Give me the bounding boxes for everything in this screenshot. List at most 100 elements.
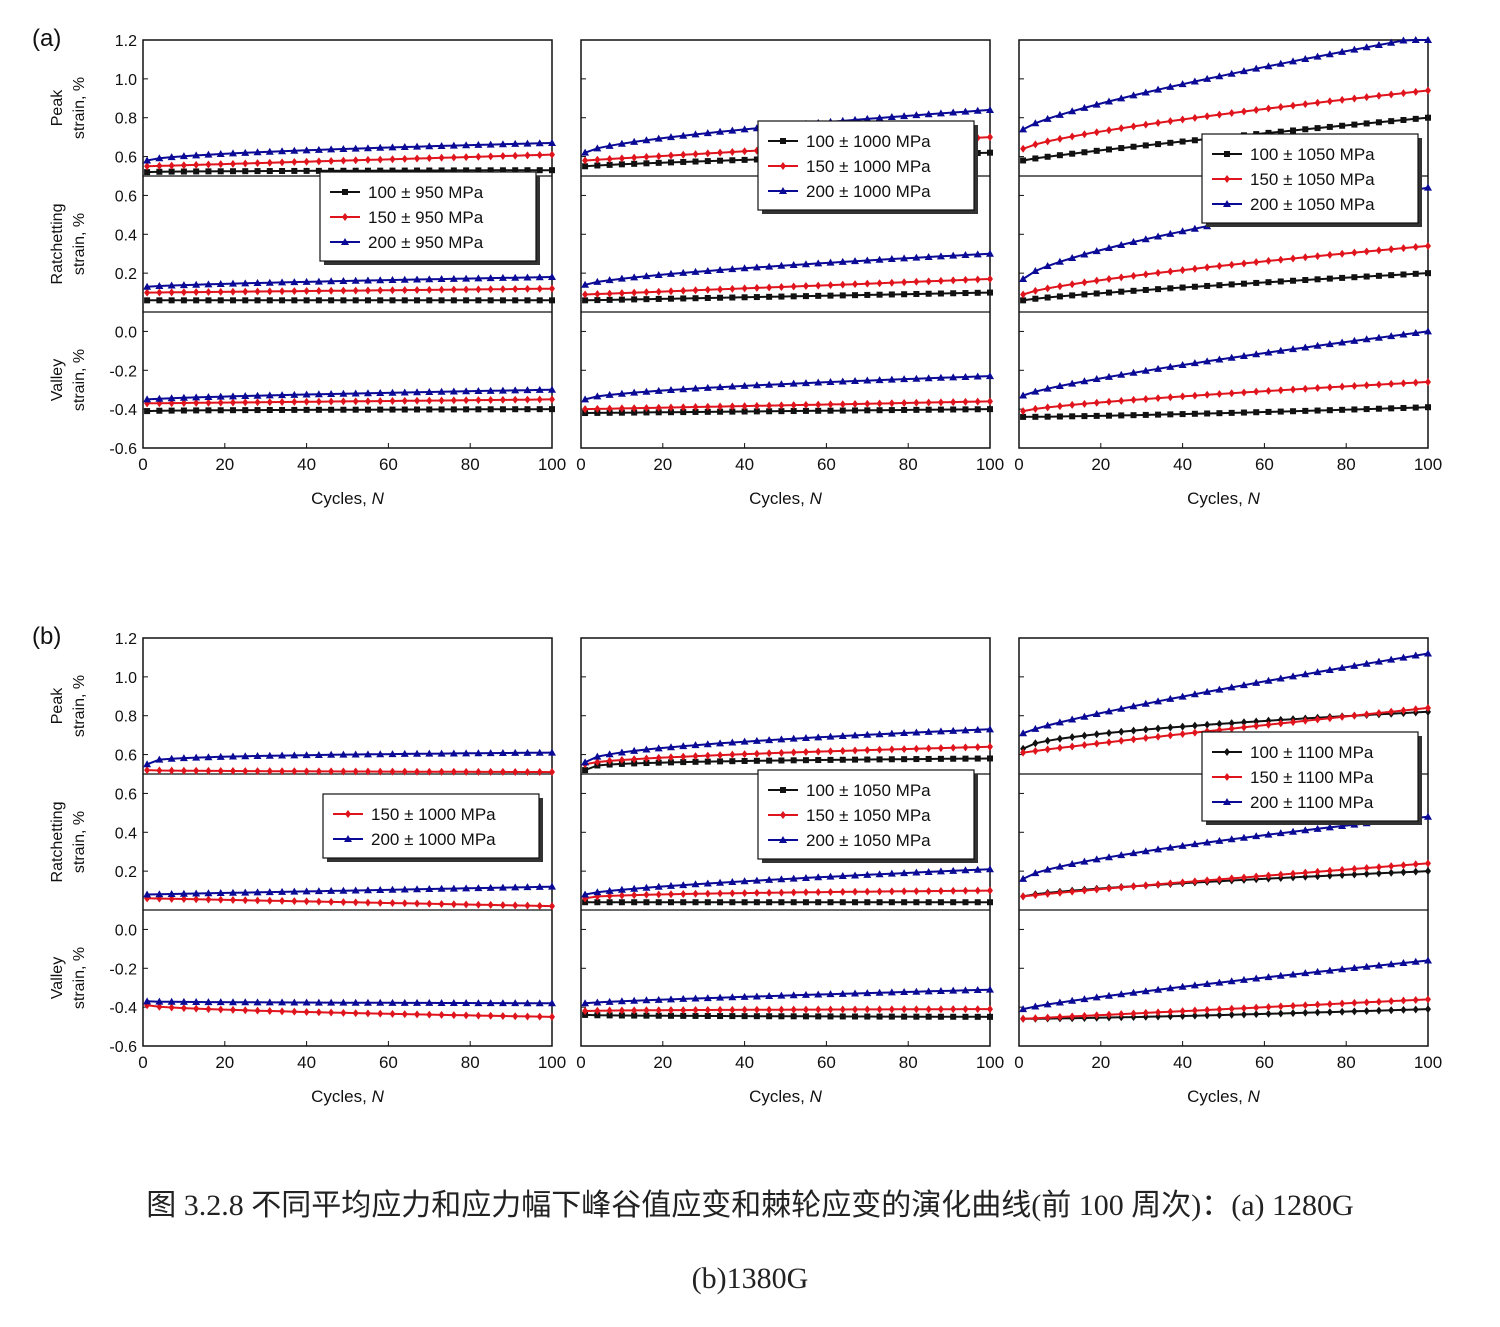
data-point [242,1006,249,1015]
data-point [752,736,761,744]
data-point [1290,127,1297,134]
data-point [413,388,422,396]
data-point [1093,147,1100,154]
series-red-ratch [582,886,993,903]
data-point [363,750,372,758]
data-point [279,167,286,174]
data-point [1092,855,1101,863]
data-point [426,767,433,776]
data-point [606,289,613,298]
data-point [852,407,859,414]
data-point [654,386,663,394]
data-point [524,395,531,404]
data-point [217,168,224,175]
data-point [838,377,847,385]
data-point [1093,412,1100,419]
data-point [802,888,809,897]
data-point [1239,681,1248,689]
data-point [1068,860,1077,868]
data-point [1081,130,1088,139]
panel-frame [580,39,991,449]
data-point [937,886,944,895]
data-point [388,998,397,1006]
data-point [389,167,396,174]
data-point [192,997,201,1005]
data-point [1118,727,1125,736]
x-tick-label: 60 [1255,455,1274,474]
data-point [1129,849,1138,857]
data-point [1313,824,1322,832]
data-point [1350,964,1359,972]
data-point [1081,291,1088,298]
data-point [352,898,359,907]
data-point [826,732,835,740]
data-point [1375,380,1382,389]
data-point [1374,333,1383,341]
data-point [1277,103,1284,112]
x-tick-label: 60 [379,455,398,474]
data-point [438,396,445,405]
data-point [291,297,298,304]
data-point [1338,338,1347,346]
data-point [498,386,507,394]
data-point [655,409,662,416]
data-point [1216,282,1223,289]
data-point [1118,396,1125,405]
data-point [474,274,483,282]
data-point [925,744,932,753]
data-point [594,290,601,299]
data-point [1362,335,1371,343]
data-point [864,1013,871,1020]
data-point [912,253,921,261]
data-point [815,292,822,299]
data-point [486,386,495,394]
data-point [864,746,871,755]
x-tick-label: 0 [576,455,585,474]
data-point [802,400,809,409]
data-point [679,742,688,750]
data-point [1154,364,1163,372]
data-point [692,752,699,761]
data-point [1424,36,1432,43]
data-point [617,885,626,893]
data-point [986,249,994,257]
data-point [654,134,663,142]
data-point [1264,830,1273,838]
data-point [827,756,834,763]
legend-label: 200 ± 1050 MPa [1250,195,1375,214]
data-point [242,168,249,175]
data-point [143,760,152,768]
data-point [1425,867,1431,876]
data-point [753,156,760,163]
data-point [180,407,187,414]
data-point [1167,723,1174,732]
data-point [864,291,871,298]
data-point [1375,863,1382,872]
data-point [180,168,187,175]
data-point [1302,407,1309,414]
data-point [887,255,896,263]
series-line [146,142,553,162]
data-point [974,755,981,762]
data-point [1326,407,1333,414]
data-point [1412,87,1419,96]
data-point [717,285,724,294]
data-point [1425,995,1431,1004]
data-point [144,408,151,415]
data-point [1166,984,1175,992]
data-point [1240,107,1247,116]
data-point [1265,720,1272,729]
data-point [1363,381,1370,390]
data-point [241,998,250,1006]
data-point [838,257,847,265]
data-point [1399,958,1408,966]
series-line [147,388,553,401]
data-point [1129,91,1138,99]
data-point [168,407,175,414]
data-point [1228,281,1235,288]
data-point [1117,240,1126,248]
data-point [156,1002,163,1011]
data-point [217,895,224,904]
data-point [814,990,823,998]
legend-swatch-marker [342,189,348,195]
